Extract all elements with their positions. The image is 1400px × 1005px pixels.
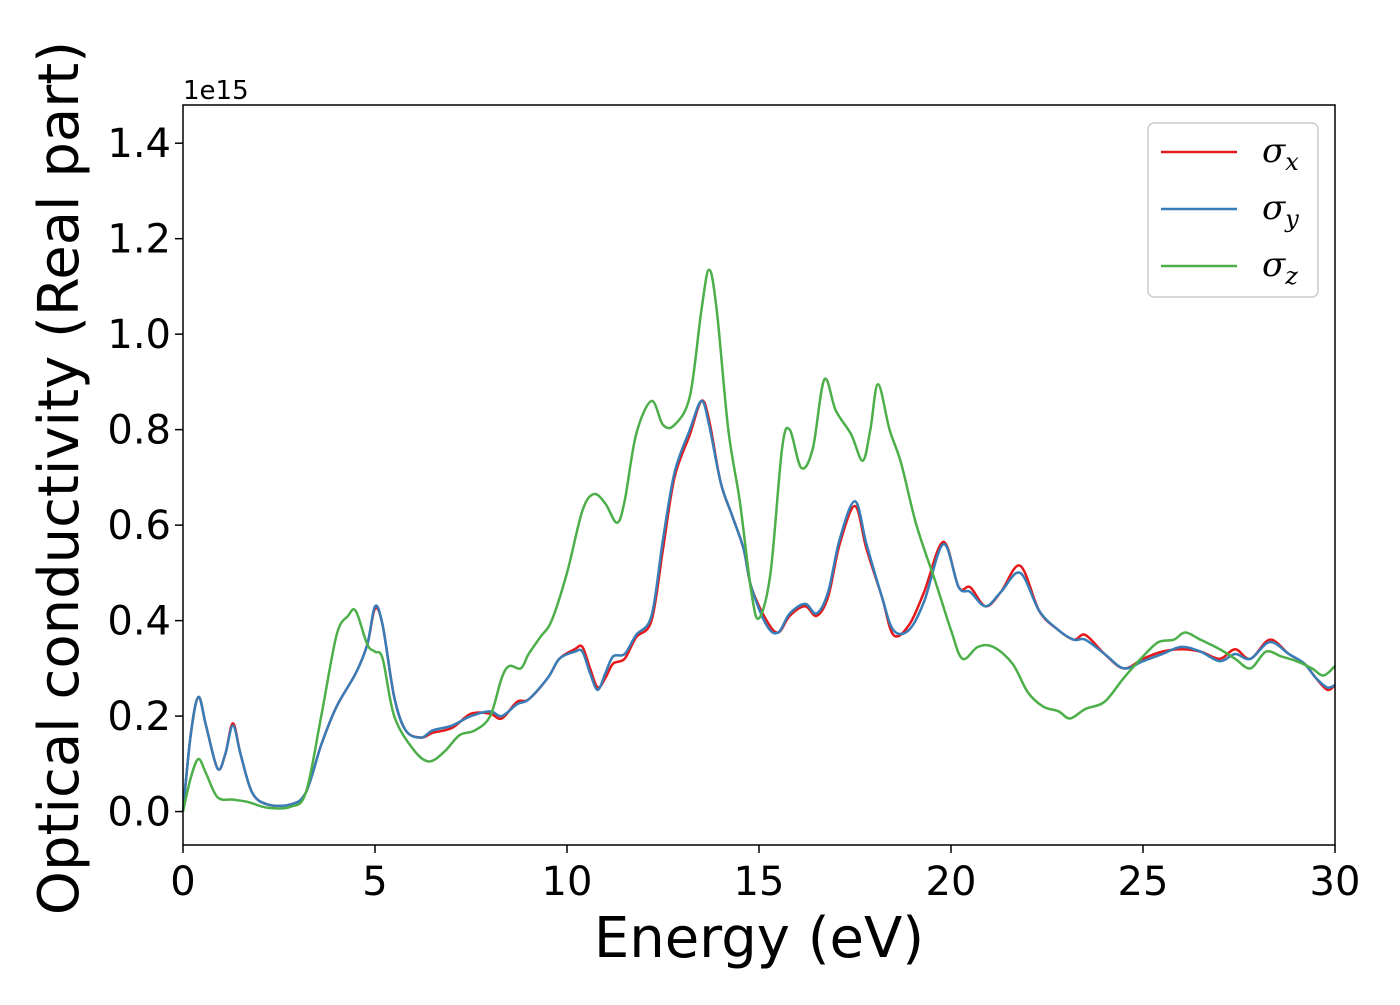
x-tick-label: 25 [1118,859,1169,905]
y-tick-label: 0.6 [107,503,171,549]
y-tick-label: 0.8 [107,408,171,454]
x-tick-label: 5 [362,859,387,905]
x-tick-label: 20 [926,859,977,905]
x-tick-label: 15 [734,859,785,905]
y-axis-offset-label: 1e15 [183,76,249,106]
series-layer [181,268,1336,812]
x-tick-label: 30 [1310,859,1361,905]
legend-label-x: σx [1262,131,1299,176]
y-tick-label: 1.4 [107,121,171,167]
x-tick-label: 10 [542,859,593,905]
legend-label-z: σz [1262,245,1298,290]
series-line-z [181,268,1336,812]
series-line-y [181,399,1336,812]
y-tick-label: 1.2 [107,217,171,263]
x-axis-title: Energy (eV) [594,906,924,971]
y-tick-label: 0.2 [107,694,171,740]
x-axis-ticks: 0 5 10 15 20 25 30 [170,845,1360,905]
y-tick-label: 0.4 [107,599,171,645]
x-tick-label: 0 [170,859,195,905]
legend: σx σy σz [1147,122,1319,298]
y-axis-title: Optical conductivity (Real part) [27,41,92,915]
y-axis-ticks: 0.0 0.2 0.4 0.6 0.8 1.0 1.2 1.4 [107,121,183,836]
y-tick-label: 1.0 [107,312,171,358]
y-tick-label: 0.0 [107,790,171,836]
legend-label-y: σy [1262,188,1299,233]
